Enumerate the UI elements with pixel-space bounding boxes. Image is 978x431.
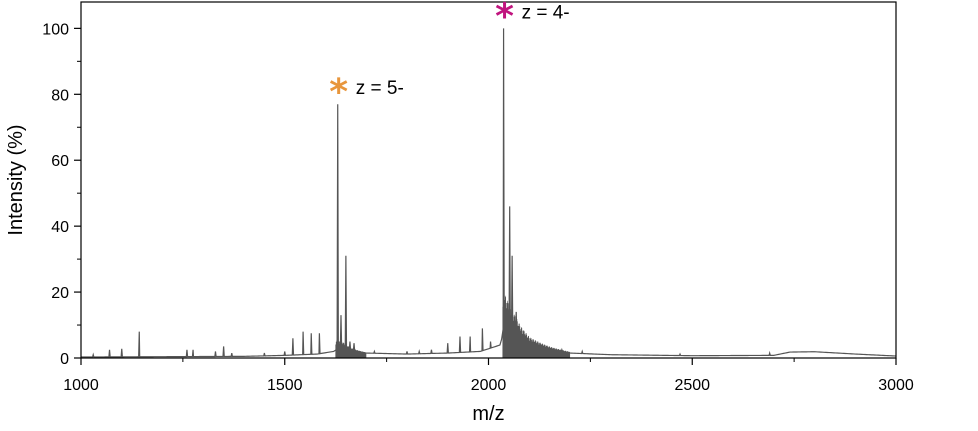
x-axis-title: m/z (472, 403, 504, 425)
x-tick-label: 3000 (878, 377, 914, 394)
y-tick-label: 0 (60, 351, 69, 368)
peak-annotations: * z = 5- * z = 4- (329, 0, 569, 113)
y-tick-label: 20 (51, 285, 69, 302)
y-tick-label: 40 (51, 219, 69, 236)
x-tick-label: 1500 (267, 377, 303, 394)
y-axis: 0 20 40 60 80 100 (42, 21, 81, 368)
isotope-cluster (335, 340, 367, 358)
x-tick-label: 2500 (674, 377, 710, 394)
plot-frame (80, 1, 897, 359)
y-axis-title: Intensity (%) (5, 124, 27, 235)
y-tick-label: 60 (51, 153, 69, 170)
peak-star-icon: * (495, 0, 514, 37)
peak-star-icon: * (329, 72, 348, 113)
plot-area (80, 1, 897, 359)
x-tick-label: 2000 (471, 377, 507, 394)
isotope-cluster (502, 295, 571, 358)
y-tick-label: 100 (42, 21, 69, 38)
x-axis: 1000 1500 2000 2500 3000 (63, 358, 914, 394)
spectrum-trace (80, 28, 897, 358)
charge-state-label: z = 4- (522, 2, 570, 23)
x-tick-label: 1000 (63, 377, 99, 394)
charge-state-label: z = 5- (356, 78, 404, 99)
y-tick-label: 80 (51, 87, 69, 104)
